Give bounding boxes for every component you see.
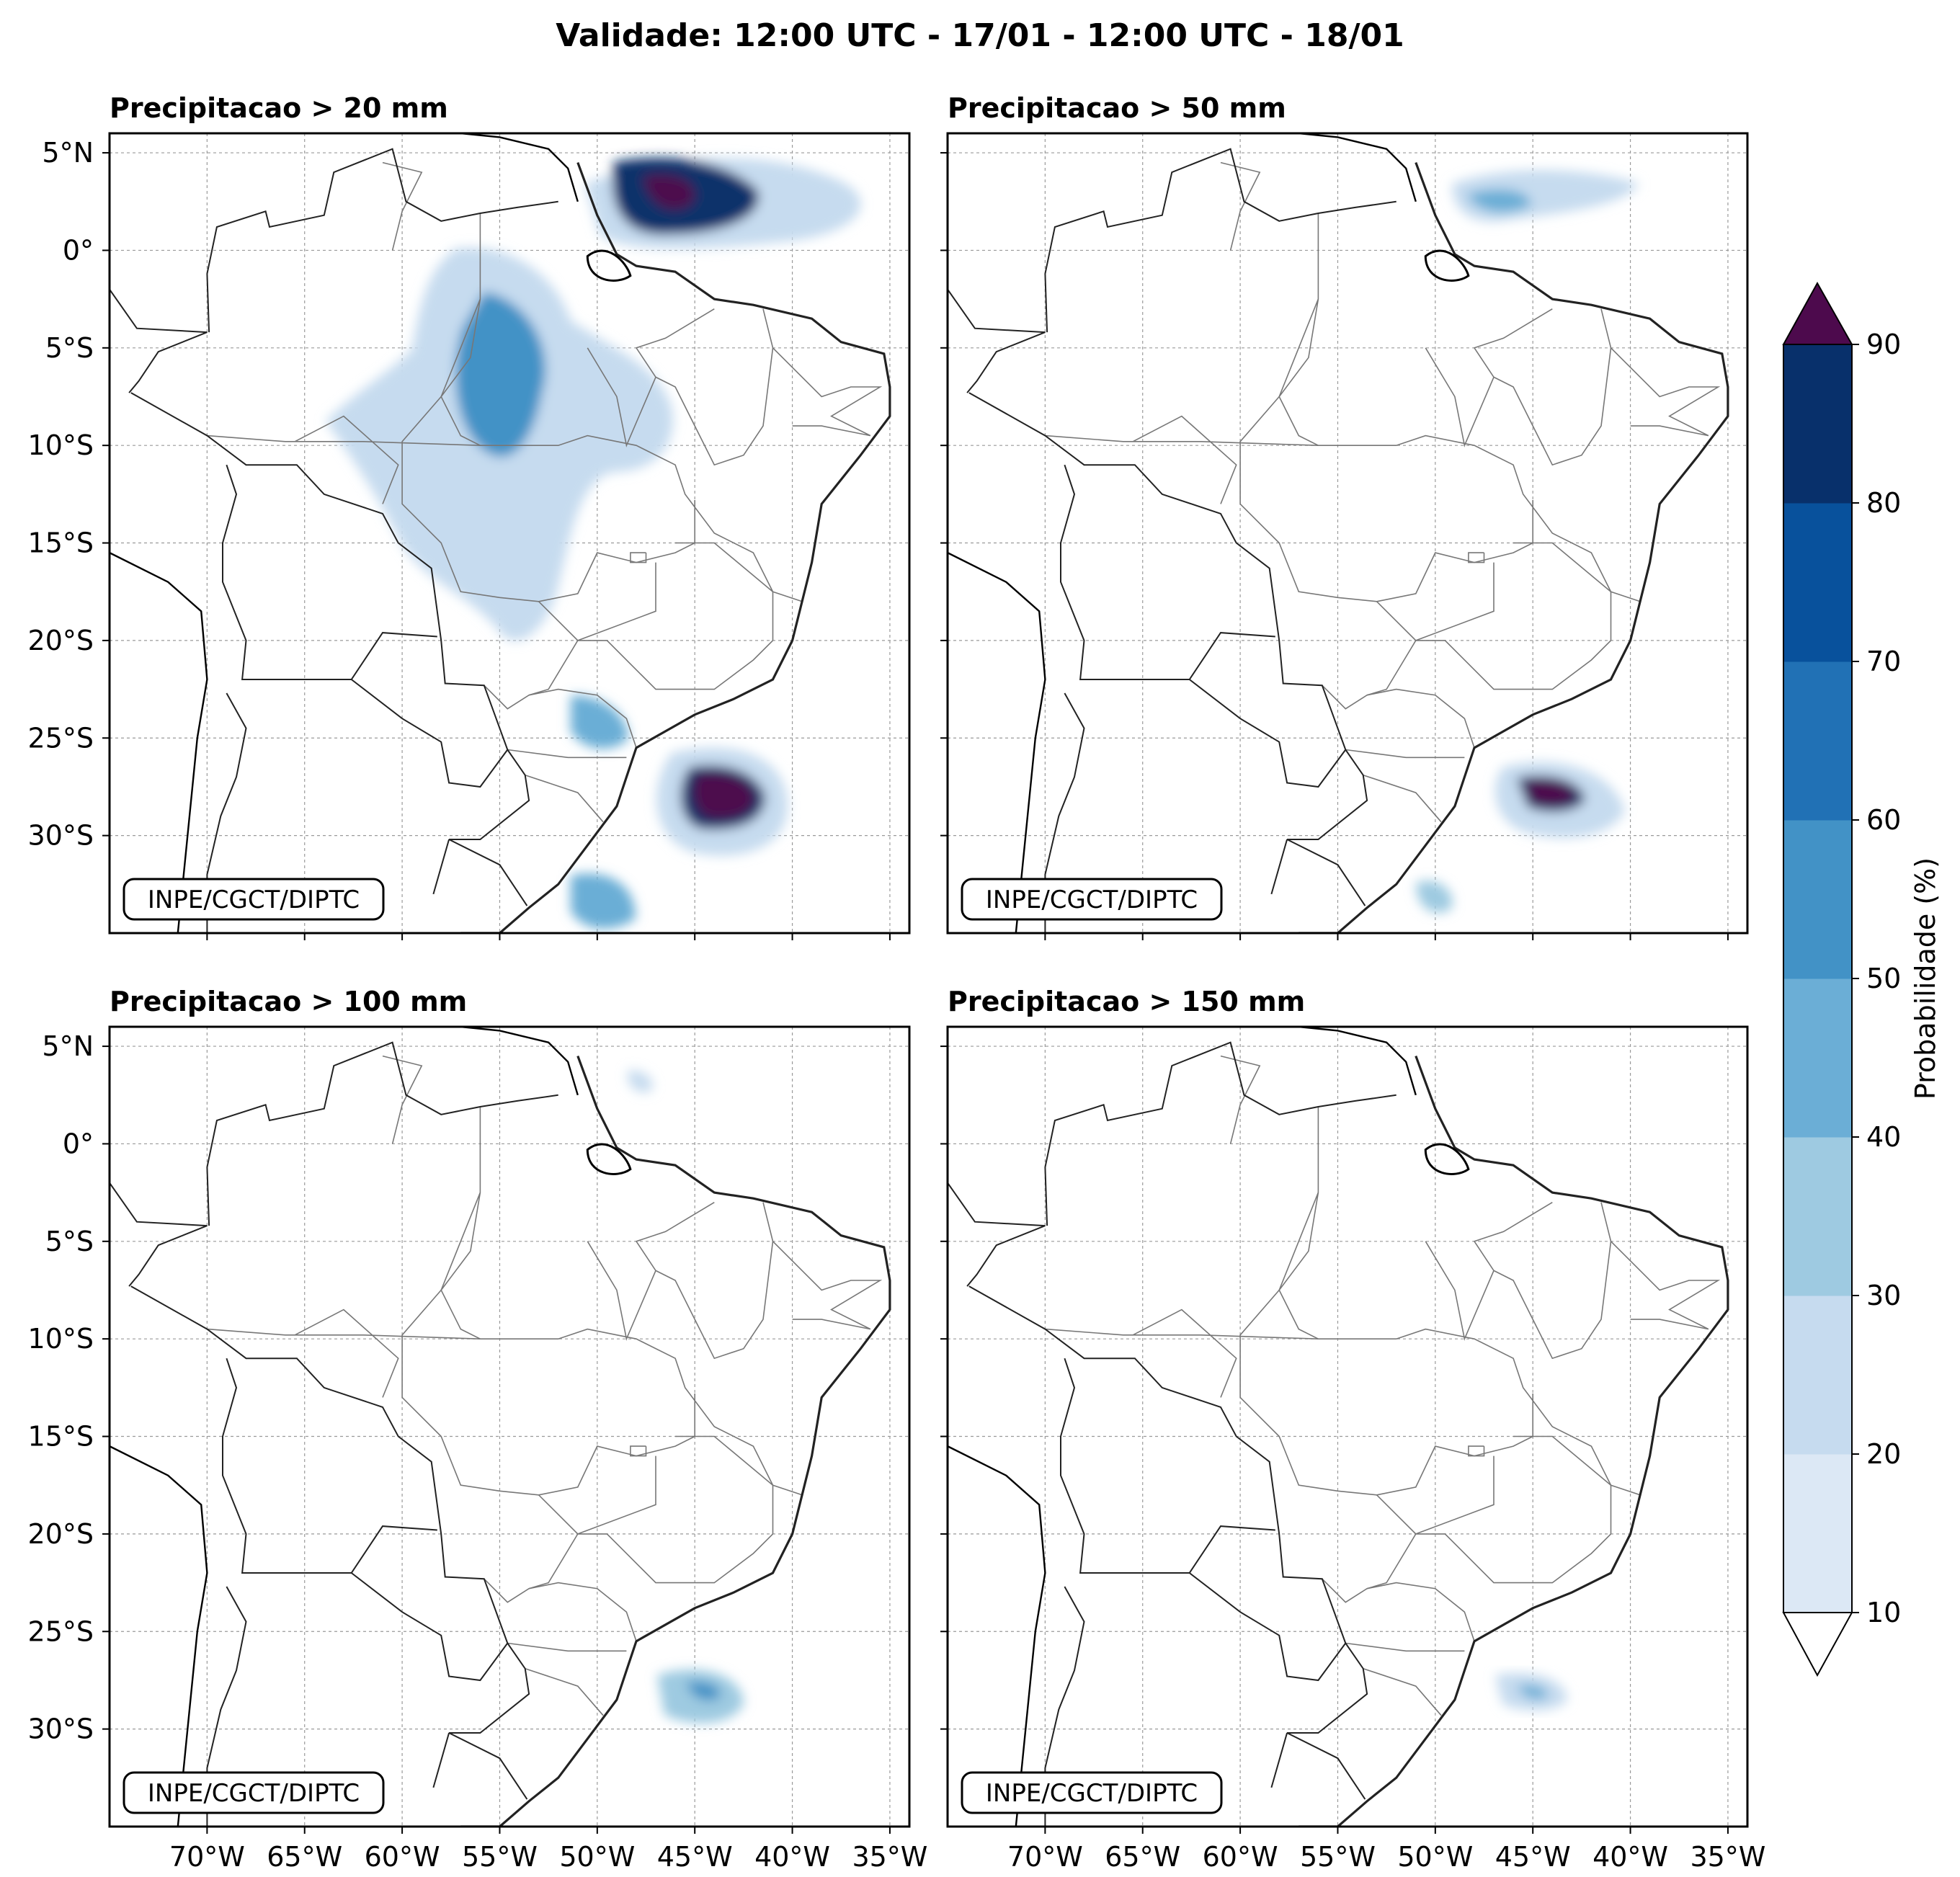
lon-tick-label: 40°W [1592, 1841, 1668, 1873]
lat-tick-label: 0° [63, 234, 94, 266]
colorbar-tick-label: 80 [1866, 487, 1901, 519]
lat-tick-label: 5°S [45, 332, 94, 364]
colorbar-bin [1783, 978, 1852, 1138]
panel-title: Precipitacao > 50 mm [948, 92, 1286, 124]
lon-tick-label: 65°W [1105, 1841, 1180, 1873]
lat-tick-label: 10°S [28, 1323, 94, 1355]
lon-tick-label: 55°W [462, 1841, 538, 1873]
credit-badge: INPE/CGCT/DIPTC [122, 1771, 385, 1814]
colorbar-tick-label: 30 [1866, 1280, 1901, 1311]
lat-ticks: 5°N 0° 5°S 10°S 15°S 20°S 25°S 30°S [28, 1030, 94, 1745]
svg-text:INPE/CGCT/DIPTC: INPE/CGCT/DIPTC [986, 886, 1198, 914]
colorbar-bins [1783, 344, 1852, 1613]
map-area [110, 133, 909, 933]
lon-tick-label: 50°W [559, 1841, 635, 1873]
credit-badge: INPE/CGCT/DIPTC [122, 878, 385, 921]
country-borders [948, 1027, 1729, 1827]
lat-tick-label: 5°N [42, 137, 94, 169]
colorbar-label: Probabilidade (%) [1910, 857, 1941, 1100]
panel-50mm: Precipitacao > 50 mm INPE/CGCT/DIPTC [940, 92, 1749, 940]
lon-ticks: 70°W 65°W 60°W 55°W 50°W 45°W 40°W 35°W [169, 1841, 927, 1873]
lon-tick-label: 45°W [1495, 1841, 1571, 1873]
colorbar-tick-label: 20 [1866, 1438, 1901, 1470]
lat-tick-label: 25°S [28, 1615, 94, 1647]
country-borders [110, 133, 891, 933]
panel-20mm: Precipitacao > 20 mm [28, 92, 911, 940]
lon-tick-label: 65°W [267, 1841, 342, 1873]
colorbar: 10 20 30 40 50 60 70 80 90 Probabilidade (%) [1782, 281, 1941, 1677]
colorbar-tick-label: 60 [1866, 804, 1901, 836]
lat-tick-label: 10°S [28, 429, 94, 461]
probability-shading [1495, 1672, 1567, 1711]
colorbar-tick-label: 50 [1866, 963, 1901, 994]
lon-tick-label: 35°W [1690, 1841, 1765, 1873]
probability-shading [326, 158, 861, 929]
probability-shading [1416, 170, 1639, 913]
lon-tick-label: 70°W [169, 1841, 245, 1873]
credit-badge: INPE/CGCT/DIPTC [961, 1771, 1223, 1814]
lat-tick-label: 20°S [28, 625, 94, 656]
svg-text:INPE/CGCT/DIPTC: INPE/CGCT/DIPTC [148, 886, 360, 914]
lat-tick-label: 30°S [28, 1713, 94, 1745]
panel-title: Precipitacao > 100 mm [110, 986, 467, 1017]
colorbar-bin [1783, 661, 1852, 821]
lon-tick-label: 60°W [1203, 1841, 1278, 1873]
lon-tick-label: 60°W [365, 1841, 440, 1873]
lat-tick-label: 5°S [45, 1226, 94, 1257]
lat-tick-label: 0° [63, 1128, 94, 1159]
lat-tick-label: 20°S [28, 1518, 94, 1550]
colorbar-tick-label: 40 [1866, 1121, 1901, 1153]
svg-text:INPE/CGCT/DIPTC: INPE/CGCT/DIPTC [986, 1779, 1198, 1808]
colorbar-under-arrow [1782, 1612, 1853, 1677]
colorbar-bin [1783, 1296, 1852, 1455]
colorbar-bin [1783, 1137, 1852, 1296]
figure-title: Validade: 12:00 UTC - 17/01 - 12:00 UTC … [556, 17, 1404, 54]
credit-badge: INPE/CGCT/DIPTC [961, 878, 1223, 921]
lat-tick-label: 15°S [28, 1421, 94, 1453]
lon-tick-label: 55°W [1300, 1841, 1376, 1873]
colorbar-tick-label: 10 [1866, 1597, 1901, 1628]
colorbar-tick-label: 90 [1866, 329, 1901, 360]
map-area [948, 133, 1747, 933]
panel-100mm: Precipitacao > 100 mm INPE/CGCT/DIPTC 5°… [28, 986, 928, 1873]
panel-title: Precipitacao > 20 mm [110, 92, 448, 124]
colorbar-bin [1783, 1454, 1852, 1613]
map-area [948, 1027, 1747, 1827]
lon-ticks: 70°W 65°W 60°W 55°W 50°W 45°W 40°W 35°W [1007, 1841, 1765, 1873]
lon-tick-label: 35°W [852, 1841, 927, 1873]
svg-text:INPE/CGCT/DIPTC: INPE/CGCT/DIPTC [148, 1779, 360, 1808]
lon-tick-label: 45°W [657, 1841, 733, 1873]
lat-tick-label: 25°S [28, 722, 94, 754]
lat-tick-label: 5°N [42, 1030, 94, 1062]
gridlines [948, 1027, 1747, 1827]
country-borders [110, 1027, 891, 1827]
colorbar-bin [1783, 820, 1852, 979]
lat-ticks: 5°N 0° 5°S 10°S 15°S 20°S 25°S 30°S [28, 137, 94, 852]
colorbar-tick-label: 70 [1866, 646, 1901, 677]
colorbar-over-arrow [1782, 281, 1853, 345]
lon-tick-label: 70°W [1007, 1841, 1083, 1873]
map-area [110, 1027, 909, 1827]
lat-tick-label: 15°S [28, 527, 94, 559]
lon-tick-label: 40°W [754, 1841, 830, 1873]
colorbar-ticks: 10 20 30 40 50 60 70 80 90 [1852, 329, 1901, 1628]
panel-title: Precipitacao > 150 mm [948, 986, 1305, 1017]
country-borders [948, 133, 1729, 933]
lat-tick-label: 30°S [28, 820, 94, 852]
panel-150mm: Precipitacao > 150 mm INPE/CGCT/DIPTC 70… [940, 986, 1765, 1873]
gridlines [110, 1027, 909, 1827]
lon-tick-label: 50°W [1397, 1841, 1473, 1873]
probability-shading [628, 1070, 744, 1724]
colorbar-bin [1783, 503, 1852, 662]
colorbar-bin [1783, 344, 1852, 504]
